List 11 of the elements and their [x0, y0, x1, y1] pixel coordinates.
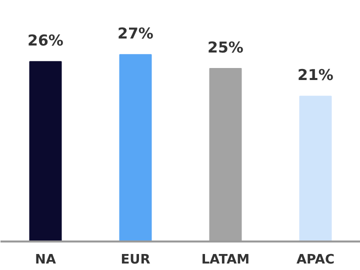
x-tick-label: NA	[35, 252, 56, 268]
bar	[119, 54, 152, 242]
data-label: 21%	[298, 66, 334, 84]
data-label: 27%	[118, 24, 154, 43]
x-tick-label: EUR	[120, 252, 150, 268]
data-label: 25%	[208, 38, 244, 57]
data-label: 26%	[28, 32, 64, 50]
x-tick-label: APAC	[296, 252, 334, 268]
bar	[299, 96, 332, 242]
bar	[29, 61, 62, 242]
x-tick-label: LATAM	[201, 252, 250, 268]
